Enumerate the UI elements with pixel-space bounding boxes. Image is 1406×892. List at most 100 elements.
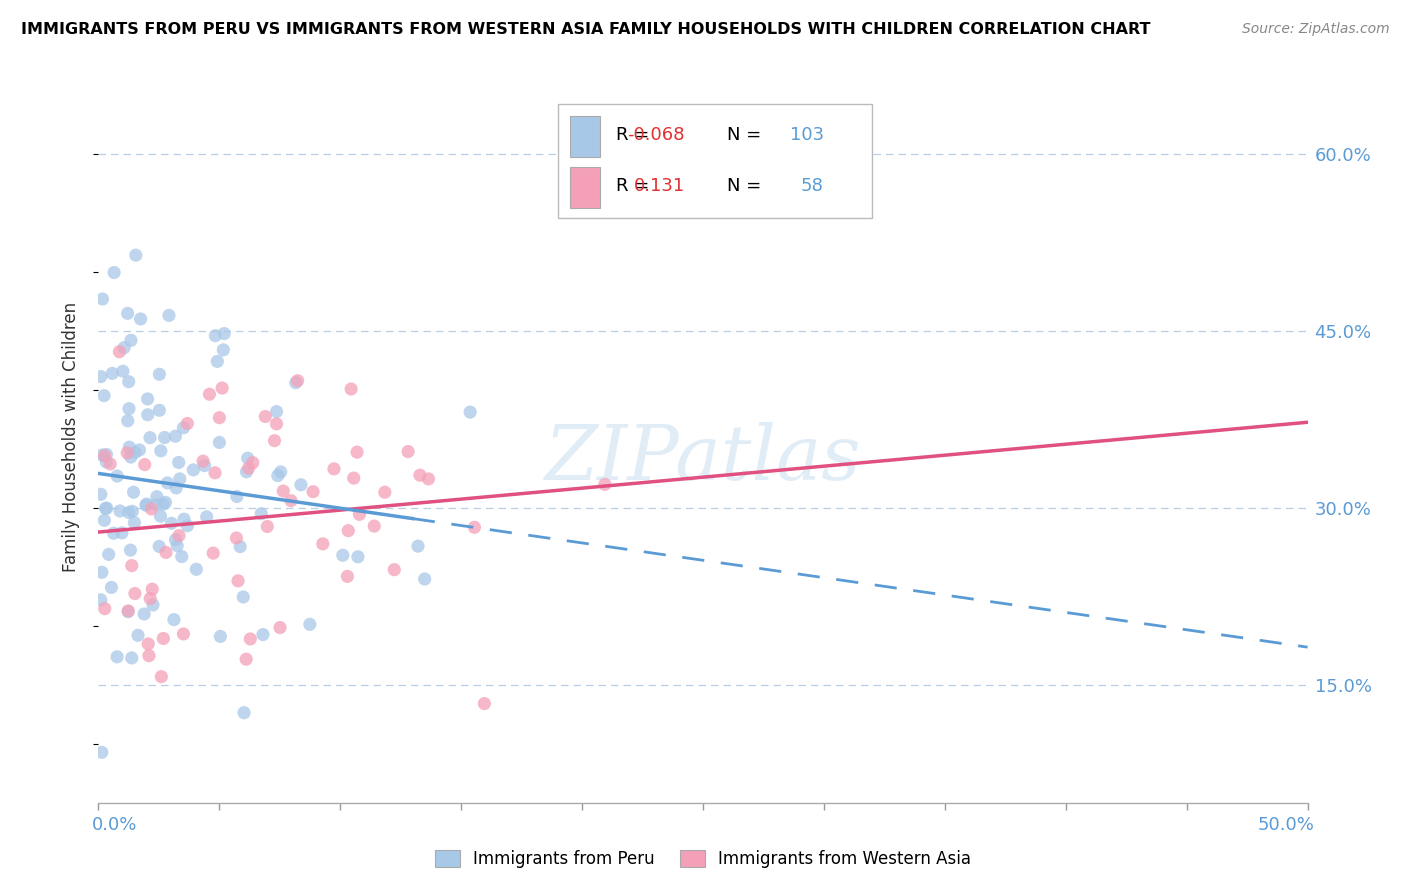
Point bbox=[207, 354, 229, 368]
Point bbox=[134, 458, 156, 472]
Point bbox=[111, 525, 134, 540]
Text: N =: N = bbox=[727, 177, 762, 194]
Point bbox=[157, 309, 180, 323]
Point bbox=[336, 569, 359, 583]
Point bbox=[148, 540, 170, 554]
Point bbox=[138, 648, 160, 663]
Text: R =: R = bbox=[616, 126, 650, 144]
Point bbox=[208, 410, 231, 425]
Point bbox=[90, 487, 112, 501]
Text: N =: N = bbox=[727, 126, 762, 144]
Point bbox=[127, 628, 149, 642]
Point bbox=[232, 590, 254, 604]
Point bbox=[166, 539, 188, 553]
Point bbox=[225, 531, 247, 545]
Point bbox=[202, 546, 225, 560]
Bar bbox=[569, 168, 600, 208]
Point bbox=[136, 408, 159, 422]
Point bbox=[343, 471, 366, 485]
Point bbox=[117, 306, 139, 320]
Point bbox=[235, 465, 257, 479]
Point bbox=[118, 401, 141, 416]
Point bbox=[105, 469, 128, 483]
Point bbox=[198, 387, 221, 401]
Point bbox=[172, 421, 194, 435]
Point bbox=[93, 513, 115, 527]
Point bbox=[165, 533, 187, 547]
Point bbox=[152, 497, 174, 511]
Point bbox=[332, 548, 354, 562]
Point bbox=[298, 617, 321, 632]
Point bbox=[100, 581, 122, 595]
Point bbox=[96, 447, 118, 461]
Point bbox=[117, 604, 139, 618]
Text: -0.068: -0.068 bbox=[627, 126, 685, 144]
Point bbox=[94, 501, 117, 516]
Point bbox=[150, 670, 173, 684]
Point bbox=[93, 389, 115, 403]
Point bbox=[183, 463, 205, 477]
Point bbox=[193, 458, 215, 473]
Point bbox=[170, 549, 193, 564]
Y-axis label: Family Households with Children: Family Households with Children bbox=[62, 302, 80, 572]
Point bbox=[302, 484, 325, 499]
Point bbox=[103, 526, 125, 541]
Point bbox=[252, 627, 274, 641]
Text: R =: R = bbox=[616, 177, 650, 194]
Point bbox=[91, 448, 114, 462]
Point bbox=[337, 524, 360, 538]
Bar bbox=[569, 116, 600, 157]
Point bbox=[93, 601, 115, 615]
Text: IMMIGRANTS FROM PERU VS IMMIGRANTS FROM WESTERN ASIA FAMILY HOUSEHOLDS WITH CHIL: IMMIGRANTS FROM PERU VS IMMIGRANTS FROM … bbox=[21, 22, 1150, 37]
Point bbox=[124, 516, 146, 530]
Point bbox=[463, 520, 485, 534]
Point bbox=[287, 374, 309, 388]
Point bbox=[229, 540, 252, 554]
Point bbox=[165, 481, 187, 495]
Point bbox=[152, 632, 174, 646]
Point bbox=[458, 405, 481, 419]
Point bbox=[163, 613, 186, 627]
Text: 50.0%: 50.0% bbox=[1258, 816, 1315, 834]
Point bbox=[141, 582, 163, 596]
Point bbox=[238, 461, 260, 475]
Point bbox=[266, 417, 288, 431]
Point bbox=[173, 512, 195, 526]
Point bbox=[235, 652, 257, 666]
Point bbox=[250, 507, 273, 521]
Point bbox=[239, 632, 262, 646]
Point bbox=[290, 477, 312, 491]
Point bbox=[349, 508, 371, 522]
Point bbox=[121, 558, 143, 573]
Point bbox=[118, 440, 141, 454]
Point bbox=[141, 502, 163, 516]
Point bbox=[96, 455, 118, 469]
FancyBboxPatch shape bbox=[558, 104, 872, 218]
Point bbox=[149, 443, 172, 458]
Point bbox=[204, 328, 226, 343]
Point bbox=[211, 381, 233, 395]
Point bbox=[125, 248, 148, 262]
Point bbox=[136, 392, 159, 406]
Point bbox=[212, 326, 235, 341]
Point bbox=[136, 637, 159, 651]
Point bbox=[128, 442, 150, 457]
Point bbox=[340, 382, 363, 396]
Point bbox=[117, 605, 139, 619]
Text: 58: 58 bbox=[801, 177, 824, 194]
Point bbox=[409, 468, 432, 483]
Point bbox=[90, 745, 112, 759]
Point bbox=[117, 414, 139, 428]
Point bbox=[121, 651, 143, 665]
Point bbox=[90, 566, 112, 580]
Point bbox=[153, 430, 176, 444]
Point bbox=[346, 445, 368, 459]
Point bbox=[120, 450, 142, 464]
Text: Source: ZipAtlas.com: Source: ZipAtlas.com bbox=[1241, 22, 1389, 37]
Point bbox=[145, 498, 167, 512]
Point bbox=[98, 457, 121, 471]
Point bbox=[226, 574, 249, 588]
Point bbox=[263, 434, 285, 448]
Point bbox=[148, 368, 170, 382]
Point bbox=[176, 518, 198, 533]
